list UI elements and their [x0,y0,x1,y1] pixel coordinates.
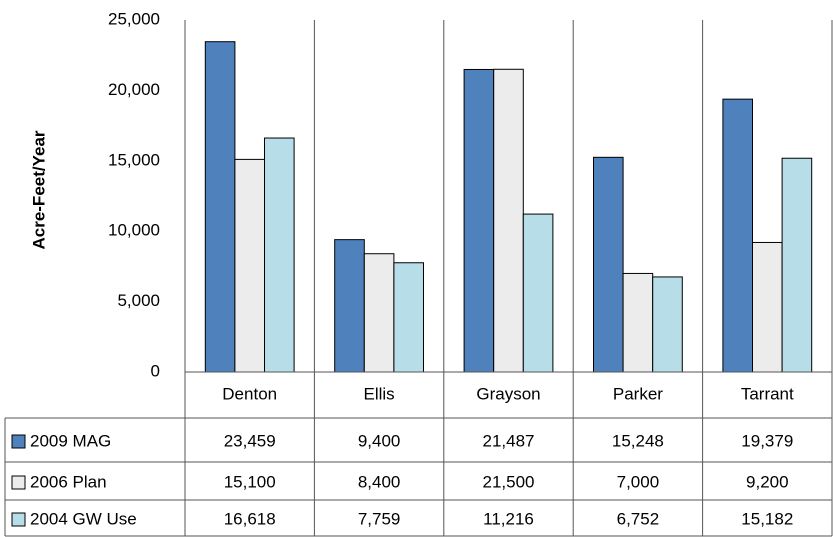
table-cell: 15,100 [224,472,276,491]
bar [622,272,654,373]
table-cell: 9,400 [358,431,401,450]
table-cell: 11,216 [483,509,534,528]
table-cell: 9,200 [746,472,789,491]
y-axis-label: Acre-Feet/Year [29,130,48,249]
bar [781,157,813,373]
bar [334,239,365,373]
bar [204,41,236,373]
legend-label: 2006 Plan [30,472,107,491]
table-cell: 6,752 [617,509,660,528]
bar [363,253,395,373]
y-tick-label: 10,000 [108,221,160,240]
bar [493,68,524,373]
legend-label: 2004 GW Use [30,509,137,528]
bar [393,262,424,373]
table-cell: 15,182 [741,509,793,528]
table-cell: 16,618 [224,509,276,528]
bar [234,158,265,373]
y-tick-label: 25,000 [108,9,160,28]
table-cell: 21,487 [483,431,535,450]
table-cell: 7,759 [358,509,401,528]
bar [593,156,624,373]
y-tick-label: 0 [151,361,160,380]
bar [752,241,783,373]
x-tick-label: Tarrant [741,384,794,403]
table-cell: 8,400 [358,472,401,491]
table-cell: 21,500 [483,472,535,491]
x-tick-label: Ellis [364,384,395,403]
x-tick-label: Grayson [476,384,540,403]
bar [522,213,554,373]
bar [264,137,295,373]
y-tick-label: 5,000 [117,291,160,310]
legend-swatch [11,434,26,449]
table-cell: 15,248 [612,431,664,450]
y-tick-label: 15,000 [108,150,160,169]
y-tick-label: 20,000 [108,80,160,99]
legend-label: 2009 MAG [30,431,111,450]
x-tick-label: Parker [613,384,663,403]
bar [463,68,495,373]
table-cell: 23,459 [224,431,276,450]
table-cell: 7,000 [617,472,660,491]
x-tick-label: Denton [222,384,277,403]
bar [722,98,754,373]
bar [652,276,683,373]
table-cell: 19,379 [741,431,793,450]
legend-swatch [11,475,26,490]
legend-swatch [11,512,26,527]
